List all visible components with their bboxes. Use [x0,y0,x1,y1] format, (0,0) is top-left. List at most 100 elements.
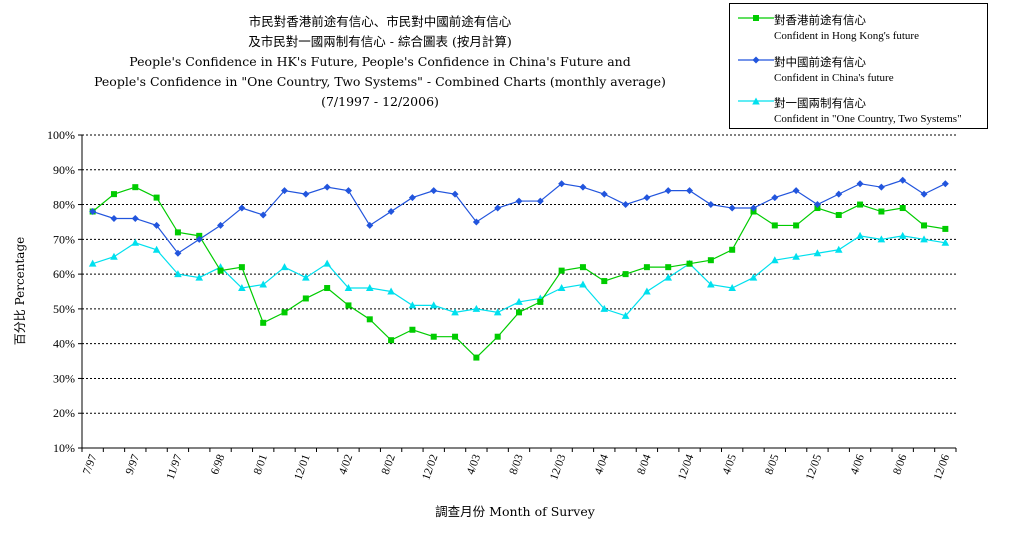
legend-label-china-zh: 對中國前途有信心 [774,55,866,69]
data-point [558,267,565,274]
legend-swatch-china [738,56,774,64]
data-point [302,190,310,198]
x-tick-label: 12/02 [420,453,440,482]
data-point [452,333,459,340]
data-point [601,278,608,285]
data-point [217,221,225,229]
x-tick-label: 8/01 [252,453,270,477]
data-point [920,235,928,243]
data-point [451,308,459,316]
data-point [707,257,714,264]
data-point [835,190,843,198]
data-point [707,280,715,288]
data-point [302,295,309,302]
data-point [835,211,842,218]
data-point [388,337,395,344]
y-tick-labels: 10% 20% 30% 40% 50% 60% 70% 80% 90% 100% [47,128,75,455]
data-point [686,187,694,195]
data-point [622,271,629,278]
data-point [131,238,140,246]
data-point [622,201,630,209]
data-point [408,301,417,309]
data-point [813,249,822,257]
data-point [430,187,438,195]
data-point [132,184,139,191]
data-point [813,201,821,209]
data-point [643,194,651,202]
data-point [451,190,459,198]
data-point [153,221,161,229]
data-point [174,249,182,257]
data-point [323,259,331,267]
data-point [494,204,502,212]
data-point [88,259,97,267]
data-point [152,245,161,253]
y-tick-label: 60% [53,267,75,281]
data-point [260,319,267,326]
data-point [792,252,800,260]
data-point [238,264,245,271]
data-point [558,180,566,188]
x-tick-label: 8/06 [891,453,909,477]
x-tick-label: 6/98 [209,453,227,477]
data-point [387,208,395,216]
data-point [472,304,481,312]
data-point [729,246,736,253]
data-point [195,273,204,281]
data-point [643,287,651,295]
data-point [493,308,502,316]
x-axis-label: 調查月份 Month of Survey [435,504,596,519]
data-point [921,222,928,229]
data-point [665,264,672,271]
x-tick-label: 8/02 [380,453,398,477]
series-line [92,179,946,255]
x-tick-label: 9/97 [124,453,142,477]
legend: 對香港前途有信心 Confident in Hong Kong's future… [729,3,988,129]
x-tick-label: 12/01 [292,453,312,482]
data-point [344,284,353,292]
legend-entry-china: 對中國前途有信心 Confident in China's future [730,52,987,92]
data-point [365,284,374,292]
x-tick-label: 12/05 [804,453,824,482]
data-point [259,211,267,219]
data-point [898,231,907,239]
data-point [621,311,630,319]
data-point [579,264,586,271]
data-point [877,183,885,191]
data-point [515,297,523,305]
data-point [771,222,778,229]
gridlines [78,134,956,449]
x-tick-label: 11/97 [165,453,185,482]
data-point [110,191,117,198]
y-tick-label: 40% [53,337,75,351]
data-point [643,264,650,271]
data-point [920,190,928,198]
data-point [579,280,587,288]
data-point [324,285,331,292]
x-tick-label: 4/06 [849,453,867,477]
data-point [89,208,97,216]
legend-label-hk-zh: 對香港前途有信心 [774,13,866,27]
data-point [344,187,352,195]
y-tick-label: 70% [53,232,75,246]
data-point [942,225,949,232]
data-point [857,201,864,208]
chart-title: 市民對香港前途有信心、市民對中國前途有信心 及市民對一國兩制有信心 - 綜合圖表… [80,12,680,112]
title-line-3: People's Confidence in HK's Future, Peop… [129,54,631,69]
x-tick-label: 12/04 [676,453,696,482]
legend-label-octs-zh: 對一國兩制有信心 [774,96,866,110]
legend-label-hk-en: Confident in Hong Kong's future [774,30,919,42]
data-point [323,183,331,191]
data-point [728,284,736,292]
x-tick-label: 4/04 [593,453,611,477]
data-point [856,180,864,188]
title-line-2: 及市民對一國兩制有信心 - 綜合圖表 (按月計算) [248,34,512,49]
data-point [473,354,480,361]
data-point [793,222,800,229]
data-point [792,187,800,195]
legend-entry-hk: 對香港前途有信心 Confident in Hong Kong's future [730,10,987,50]
data-point [217,267,224,274]
title-line-4: People's Confidence in "One Country, Two… [94,74,666,89]
data-point [749,204,757,212]
